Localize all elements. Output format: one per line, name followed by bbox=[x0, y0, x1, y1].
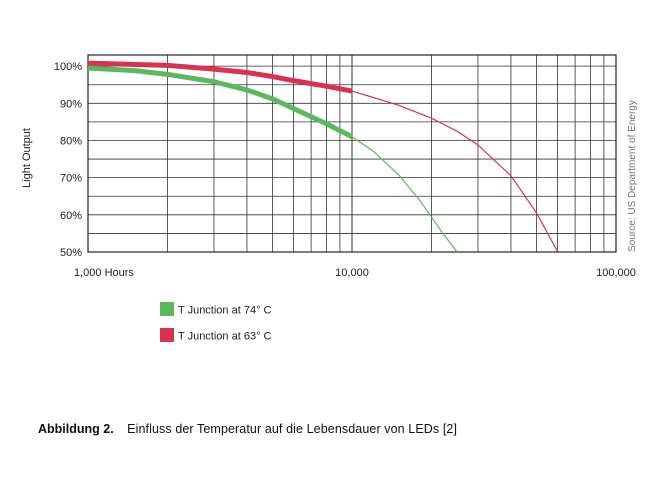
plot-frame bbox=[87, 54, 617, 253]
x-tick-label: 100,000 bbox=[596, 267, 636, 279]
chart-series bbox=[87, 60, 558, 253]
figure-caption: Abbildung 2. Einfluss der Temperatur auf… bbox=[38, 422, 457, 436]
y-tick-label: 50% bbox=[60, 247, 82, 259]
y-axis-label: Light Output bbox=[21, 128, 33, 188]
x-tick-labels: 1,000 Hours 10,000 100,000 bbox=[74, 267, 636, 279]
figure-number: Abbildung 2. bbox=[38, 422, 114, 436]
legend-swatch-0 bbox=[160, 302, 174, 316]
legend-swatch-1 bbox=[160, 328, 174, 342]
y-tick-label: 100% bbox=[54, 61, 82, 73]
y-tick-label: 60% bbox=[60, 210, 82, 222]
x-tick-label: 10,000 bbox=[335, 267, 369, 279]
legend-label-0: T Junction at 74° C bbox=[178, 305, 272, 317]
caption-text: Einfluss der Temperatur auf die Lebensda… bbox=[127, 422, 458, 436]
y-tick-labels: 100% 90% 80% 70% 60% 50% bbox=[54, 61, 82, 259]
x-tick-label: 1,000 Hours bbox=[74, 267, 134, 279]
chart-grid bbox=[87, 54, 617, 253]
series-measured-1 bbox=[87, 60, 353, 94]
legend: T Junction at 74° C T Junction at 63° C bbox=[160, 302, 272, 343]
series-line-1 bbox=[87, 62, 558, 252]
y-tick-label: 90% bbox=[60, 98, 82, 110]
legend-label-1: T Junction at 63° C bbox=[178, 331, 272, 343]
y-tick-label: 80% bbox=[60, 135, 82, 147]
y-tick-label: 70% bbox=[60, 173, 82, 185]
series-measured-0 bbox=[87, 65, 354, 139]
source-note: Source: US Department of Energy bbox=[627, 100, 638, 252]
